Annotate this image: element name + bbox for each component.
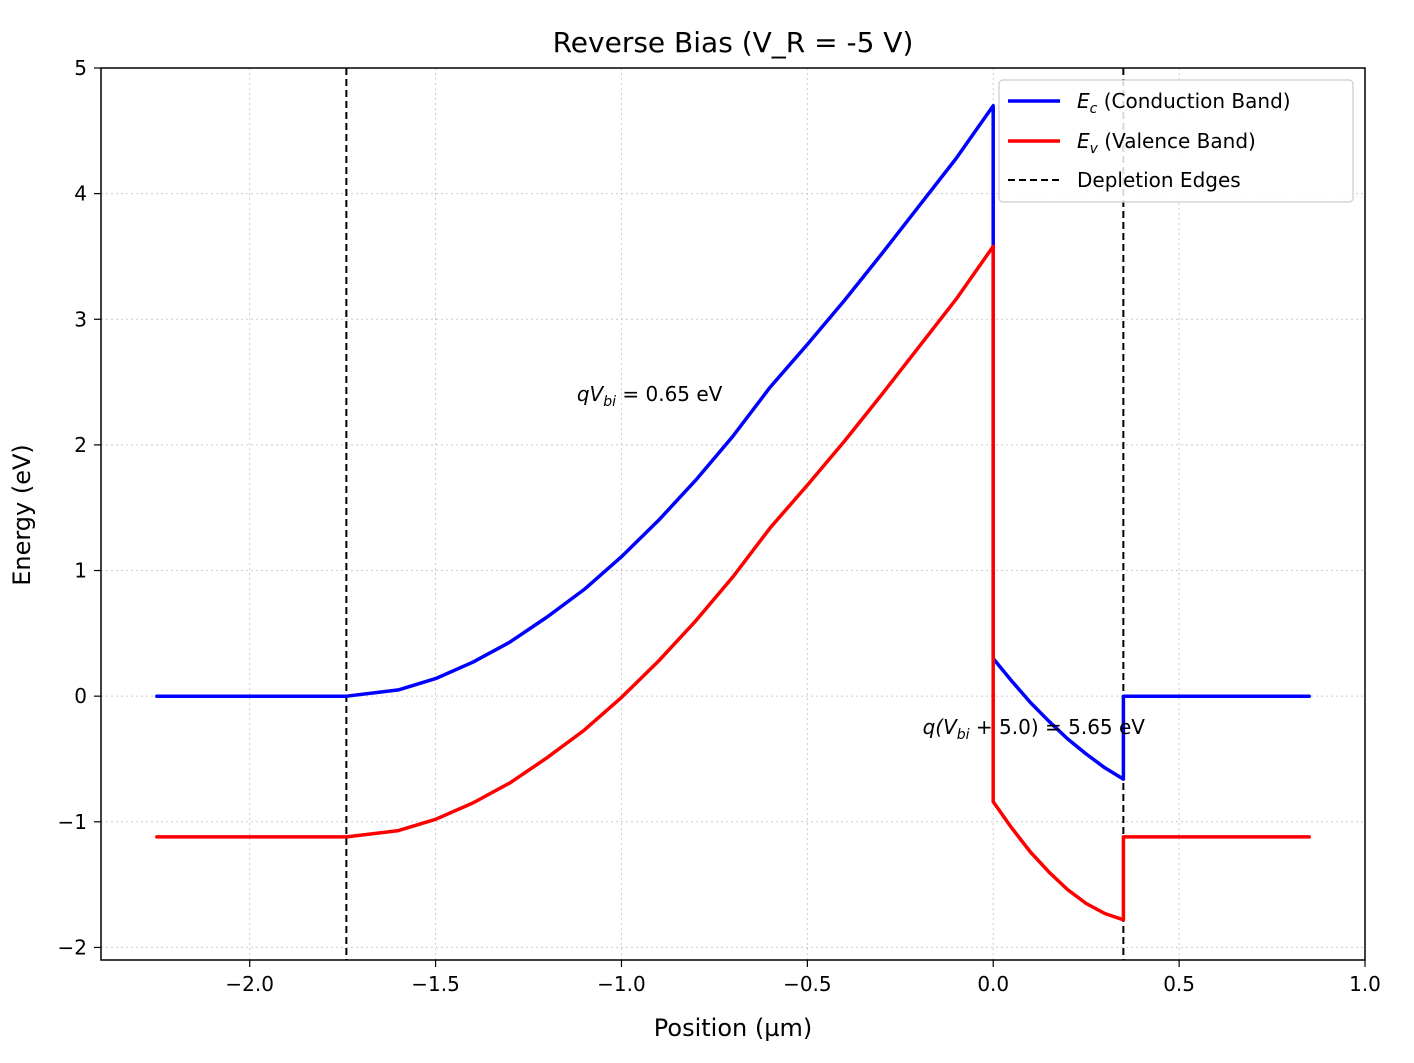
x-tick-label: −1.0 xyxy=(597,972,646,996)
built-in-potential-annotation: qVbi = 0.65 eV xyxy=(577,382,723,410)
x-tick-label: 0.0 xyxy=(977,972,1009,996)
x-tick-label: 0.5 xyxy=(1163,972,1195,996)
total-potential-annotation: q(Vbi + 5.0) = 5.65 eV xyxy=(923,715,1146,743)
depletion-edge-lines xyxy=(345,68,1125,960)
legend-box xyxy=(998,79,1354,203)
x-axis-title: Position (µm) xyxy=(654,1014,812,1042)
y-tick-label: 3 xyxy=(74,307,87,331)
axis-ticks: −2.0 −1.5 −1.0 −0.5 0.0 0.5 1.0 −2 −1 0 1 2 3 4 5 xyxy=(58,56,1381,996)
y-tick-label: 1 xyxy=(74,559,87,583)
conduction-band-line xyxy=(155,103,1311,781)
y-tick-label: 5 xyxy=(74,56,87,80)
y-tick-label: −1 xyxy=(58,810,87,834)
y-tick-label: −2 xyxy=(58,935,87,959)
chart-title: Reverse Bias (V_R = -5 V) xyxy=(553,26,914,59)
legend-conduction-band-label: Ec (Conduction Band) xyxy=(1077,89,1291,117)
x-tick-label: −1.5 xyxy=(411,972,460,996)
x-tick-label: −2.0 xyxy=(225,972,274,996)
y-tick-label: 2 xyxy=(74,433,87,457)
y-axis-title: Energy (eV) xyxy=(8,444,36,586)
valence-band-line xyxy=(155,244,1311,922)
legend-valence-band-label: Ev (Valence Band) xyxy=(1077,129,1256,157)
legend: Ec (Conduction Band) Ev (Valence Band) Dep… xyxy=(998,79,1354,203)
y-tick-label: 4 xyxy=(74,182,87,206)
x-tick-label: −0.5 xyxy=(783,972,832,996)
y-tick-label: 0 xyxy=(74,684,87,708)
plot-frame xyxy=(100,67,1366,961)
series-lines xyxy=(155,103,1311,922)
legend-depletion-edges-label: Depletion Edges xyxy=(1077,168,1241,192)
annotations: qVbi = 0.65 eV q(Vbi + 5.0) = 5.65 eV xyxy=(577,382,1145,743)
x-tick-label: 1.0 xyxy=(1349,972,1381,996)
